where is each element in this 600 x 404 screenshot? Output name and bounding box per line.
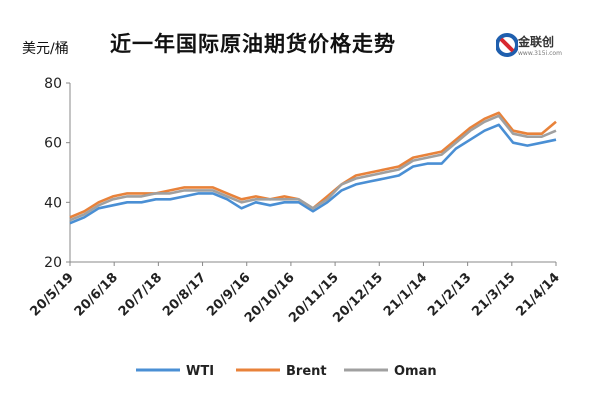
x-tick-label: 21/1/14	[381, 270, 430, 319]
x-tick-label: 20/5/19	[28, 270, 77, 319]
logo-url: www.315i.com	[518, 50, 562, 57]
logo-text: 金联创	[518, 35, 555, 49]
logo-icon	[496, 33, 518, 57]
series-lines	[69, 111, 557, 225]
legend-label-wti: WTI	[186, 364, 214, 379]
legend: WTI Brent Oman	[136, 364, 437, 379]
legend-label-oman: Oman	[394, 364, 437, 379]
series-line-wti	[69, 123, 557, 225]
legend-label-brent: Brent	[286, 364, 327, 379]
y-tick-label: 80	[44, 76, 62, 92]
x-tick-label: 21/2/13	[425, 270, 474, 319]
x-tick-label: 20/6/18	[72, 270, 121, 319]
x-tick-label: 20/7/18	[116, 270, 165, 319]
y-tick-label: 20	[44, 255, 62, 271]
x-tick-label: 20/8/17	[160, 270, 209, 319]
chart-title: 近一年国际原油期货价格走势	[110, 32, 396, 56]
y-axis-unit: 美元/桶	[22, 41, 69, 57]
logo: 金联创 www.315i.com	[496, 30, 576, 66]
y-tick-label: 40	[44, 195, 62, 211]
x-tick-label: 21/4/14	[514, 270, 563, 319]
x-tick-label: 21/3/15	[469, 270, 518, 319]
y-tick-label: 60	[44, 136, 62, 152]
series-line-oman	[69, 114, 557, 222]
